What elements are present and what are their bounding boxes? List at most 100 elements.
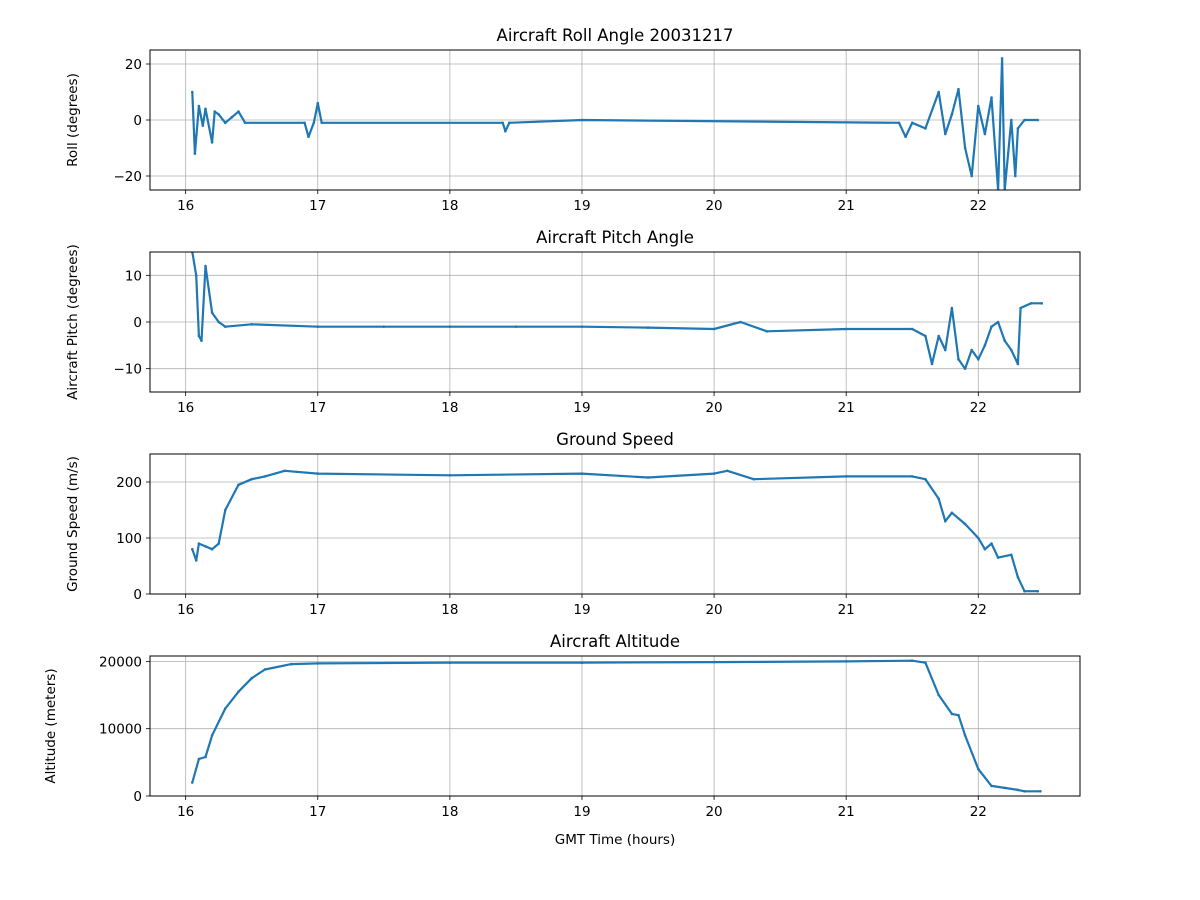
data-point [1036, 118, 1040, 122]
x-tick-label: 17 [309, 804, 326, 820]
data-point [200, 339, 203, 342]
data-point [193, 152, 197, 155]
data-point [904, 135, 907, 139]
x-tick-label: 20 [705, 198, 722, 214]
x-tick-label: 22 [970, 602, 987, 618]
x-tick-label: 22 [970, 198, 987, 214]
data-point [996, 320, 1000, 324]
data-point [501, 121, 505, 125]
x-tick-label: 16 [177, 602, 194, 618]
data-point [950, 511, 954, 515]
data-point [976, 358, 980, 361]
data-point [924, 477, 927, 481]
data-point [448, 325, 452, 328]
data-point [190, 90, 194, 94]
data-point [504, 129, 507, 133]
y-tick-label: 20000 [99, 654, 142, 670]
subplot-title: Aircraft Roll Angle 20031217 [497, 26, 734, 45]
data-point [223, 325, 227, 328]
data-point [752, 477, 756, 481]
y-tick-label: 200 [116, 475, 142, 491]
data-point [963, 522, 967, 526]
subplot-4: 16 17 18 19 20 21 22 0 10000 20000 Aircraft Altitu… [43, 632, 1081, 848]
data-point [204, 545, 207, 548]
data-point [197, 104, 201, 108]
y-axis-label: Aircraft Pitch (degrees) [65, 244, 81, 400]
x-tick-label: 20 [705, 400, 722, 416]
data-point [263, 475, 267, 478]
series-line-roll [191, 57, 1038, 190]
data-point [213, 110, 217, 113]
y-tick-label: −10 [114, 362, 143, 378]
x-tick-label: 16 [177, 400, 194, 416]
y-axis-label: Altitude (meters) [43, 668, 59, 783]
axes-frame [149, 453, 1081, 595]
data-point [210, 734, 214, 737]
y-tick-label: 20 [125, 57, 142, 73]
subplot-1: 16 17 18 19 20 21 22 −20 0 20 Aircraft Roll Angle … [65, 26, 1081, 214]
data-point [970, 348, 973, 352]
data-point [197, 334, 201, 338]
data-point [217, 113, 220, 116]
subplot-title: Aircraft Altitude [550, 632, 680, 651]
data-point [976, 104, 980, 108]
data-point [712, 660, 716, 664]
data-point [230, 115, 234, 119]
y-tick-label: −20 [114, 169, 143, 185]
data-point [712, 472, 716, 475]
data-point [580, 661, 584, 665]
data-point [237, 483, 240, 487]
x-tick-label: 19 [573, 602, 590, 618]
data-point [910, 327, 914, 331]
data-point [448, 473, 452, 477]
data-point [957, 713, 960, 717]
axes-frame [149, 251, 1081, 393]
data-point [646, 326, 650, 329]
y-tick-label: 10 [125, 268, 142, 284]
data-point [937, 497, 940, 501]
x-tick-label: 20 [705, 602, 722, 618]
x-tick-label: 16 [177, 198, 194, 214]
data-point [739, 320, 742, 324]
subplot-title: Ground Speed [556, 430, 674, 449]
x-tick-label: 16 [177, 804, 194, 820]
data-point [930, 362, 934, 366]
data-point [990, 784, 993, 788]
x-tick-label: 20 [705, 804, 722, 820]
data-point [1010, 118, 1013, 122]
x-tick-label: 17 [309, 400, 326, 416]
data-point [223, 508, 227, 512]
data-point [910, 475, 914, 478]
data-point [210, 141, 214, 144]
x-tick-label: 17 [309, 602, 326, 618]
data-point [957, 358, 960, 361]
data-point [963, 146, 967, 150]
data-point [580, 472, 584, 475]
data-point [316, 101, 320, 105]
data-point [316, 472, 320, 475]
data-point [303, 121, 306, 125]
data-point [996, 556, 1000, 559]
y-tick-label: 0 [133, 315, 142, 331]
data-point [283, 469, 287, 473]
data-point [210, 311, 214, 314]
data-point [316, 325, 320, 328]
data-point [910, 121, 914, 125]
data-point [190, 781, 194, 784]
data-point [210, 547, 214, 551]
data-point [990, 542, 993, 545]
data-point [1016, 788, 1020, 792]
data-point [924, 127, 927, 130]
data-point [237, 690, 240, 693]
data-point [1013, 174, 1017, 178]
x-tick-label: 18 [441, 198, 458, 214]
data-point [765, 330, 769, 333]
data-point [844, 660, 848, 663]
data-point [263, 668, 267, 671]
data-point [201, 124, 205, 127]
data-point [1023, 789, 1026, 793]
x-tick-label: 21 [838, 198, 855, 214]
data-point [1003, 786, 1007, 790]
data-point [924, 334, 927, 338]
